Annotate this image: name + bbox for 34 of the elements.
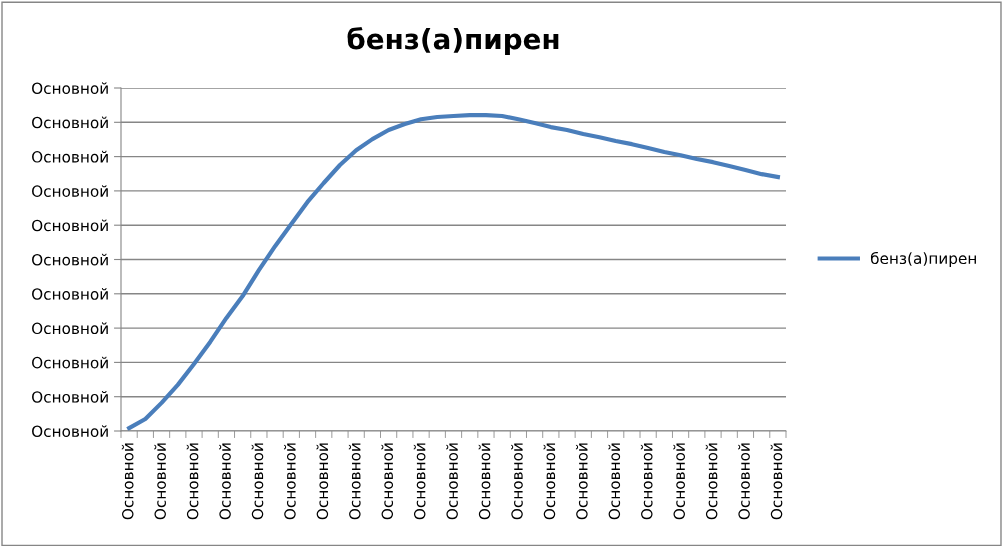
text: Основной [32, 288, 108, 300]
legend-label: бенз(а)пирен [870, 251, 976, 268]
x-tick-label: Основной [705, 443, 718, 520]
x-tick-label: Основной [283, 443, 296, 520]
text: Основной [32, 82, 108, 95]
text: Основной [32, 116, 108, 129]
x-tick-label: Основной [478, 443, 491, 520]
text: Основной [32, 390, 108, 403]
x-tick-label: Основной [608, 443, 621, 520]
text: Основной [32, 425, 108, 438]
text: Основной [32, 356, 108, 369]
x-tick-label: Основной [770, 443, 783, 520]
x-tick-label: Основной [219, 443, 231, 520]
x-tick-label: Основной [673, 443, 686, 520]
x-tick-label: Основной [575, 443, 588, 520]
x-tick-label: Основной [413, 443, 426, 520]
x-tick-label: Основной [738, 443, 750, 520]
x-tick-label: Основной [640, 443, 653, 520]
text: Основной [32, 322, 108, 335]
x-tick-label: Основной [251, 443, 264, 520]
x-tick-label: Основной [316, 443, 329, 520]
chart-title: бенз(а)пирен [347, 27, 559, 55]
x-tick-label: Основной [381, 443, 394, 520]
text: Основной [32, 253, 108, 266]
x-tick-label: Основной [348, 443, 361, 520]
x-tick-label: Основной [446, 443, 458, 520]
x-tick-label: Основной [543, 443, 556, 520]
text: Основной [32, 219, 108, 232]
x-tick-label: Основной [186, 443, 199, 520]
text: Основной [32, 185, 108, 197]
x-tick-label: Основной [121, 443, 134, 520]
x-tick-label: Основной [511, 443, 523, 520]
text: Основной [32, 150, 108, 163]
x-tick-label: Основной [154, 443, 166, 520]
